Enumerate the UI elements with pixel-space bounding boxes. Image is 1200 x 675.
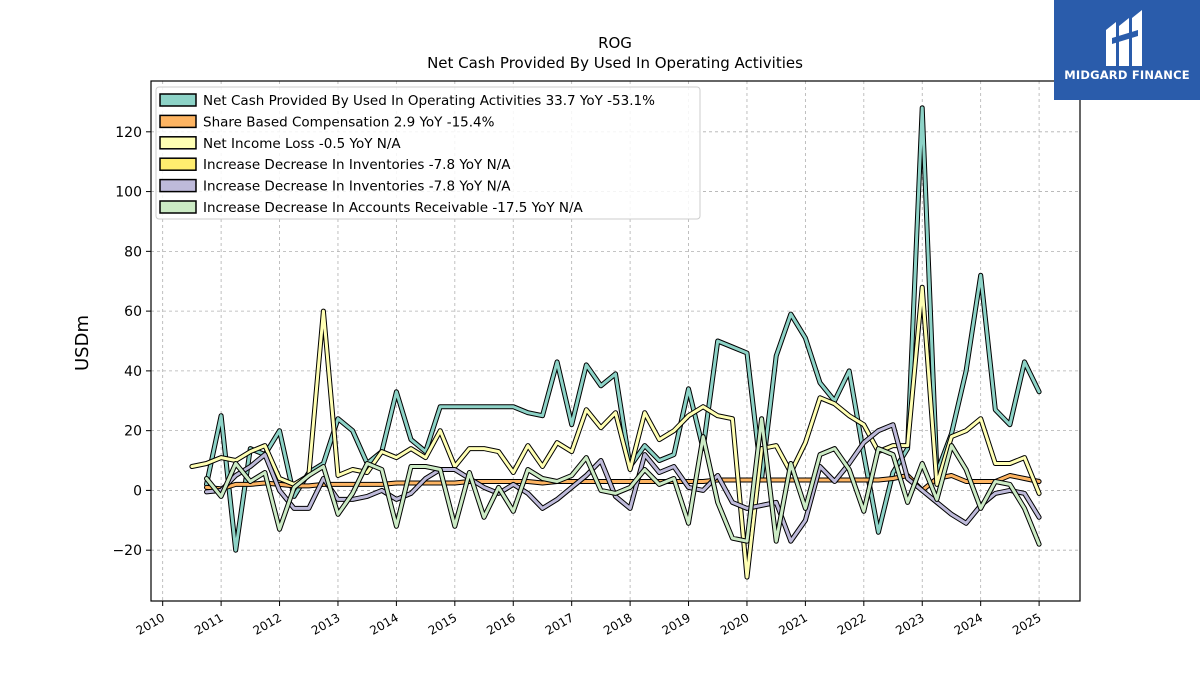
x-tick-label: 2025 (1010, 610, 1043, 637)
y-tick-label: 100 (115, 185, 142, 201)
x-tick-label: 2024 (952, 610, 985, 637)
legend-label: Net Cash Provided By Used In Operating A… (203, 93, 655, 109)
x-tick-label: 2015 (426, 610, 459, 637)
legend-swatch (159, 200, 197, 214)
series-stroke (205, 423, 1041, 543)
y-tick-label: 40 (124, 364, 142, 380)
x-tick-label: 2019 (660, 610, 693, 637)
series-layer (189, 105, 1042, 580)
chart-title: ROG (598, 34, 632, 52)
legend-box (155, 86, 701, 220)
y-axis: −20 0 20 40 60 80 100 120 (112, 125, 151, 559)
legend-label: Net Income Loss -0.5 YoY N/A (203, 136, 401, 152)
x-tick-label: 2012 (251, 610, 284, 637)
x-tick-label: 2017 (543, 610, 576, 637)
x-tick-label: 2014 (367, 610, 400, 637)
logo-text: MIDGARD FINANCE (1064, 68, 1190, 82)
series-line-5 (204, 422, 1042, 544)
y-tick-label: 60 (124, 304, 142, 320)
x-tick-label: 2020 (718, 610, 751, 637)
legend-swatch (159, 157, 197, 171)
series-line-6 (204, 416, 1042, 547)
x-axis: 2010 2011 2012 2013 2014 2015 2016 2017 2018 2019… (134, 601, 1044, 638)
y-tick-label: 120 (115, 125, 142, 141)
legend-label: Share Based Compensation 2.9 YoY -15.4% (203, 114, 495, 130)
x-tick-label: 2010 (134, 610, 167, 637)
y-tick-label: −20 (112, 543, 142, 559)
legend-swatch (159, 178, 197, 193)
legend-swatch (159, 136, 197, 150)
x-tick-label: 2016 (484, 610, 517, 637)
x-tick-label: 2018 (601, 610, 634, 637)
legend-label: Increase Decrease In Inventories -7.8 Yo… (203, 157, 511, 173)
x-tick-label: 2011 (192, 610, 225, 637)
chart-subtitle: Net Cash Provided By Used In Operating A… (427, 54, 803, 72)
x-tick-label: 2023 (893, 610, 926, 637)
legend-label: Increase Decrease In Accounts Receivable… (203, 200, 584, 216)
plot-frame (150, 80, 1081, 602)
legend-swatch (159, 93, 197, 107)
legend: Net Cash Provided By Used In Operating A… (155, 86, 701, 220)
x-tick-label: 2021 (776, 610, 809, 637)
x-tick-label: 2013 (309, 610, 342, 637)
y-axis-label: USDm (72, 315, 93, 371)
midgard-logo-icon (1106, 10, 1142, 66)
y-tick-label: 20 (124, 424, 142, 440)
legend-swatch (159, 114, 197, 129)
series-stroke (205, 417, 1041, 546)
midgard-finance-logo: MIDGARD FINANCE (1054, 0, 1200, 100)
y-tick-label: 80 (124, 244, 142, 260)
legend-label: Increase Decrease In Inventories -7.8 Yo… (203, 179, 511, 195)
x-tick-label: 2022 (835, 610, 868, 637)
y-tick-label: 0 (133, 483, 142, 499)
